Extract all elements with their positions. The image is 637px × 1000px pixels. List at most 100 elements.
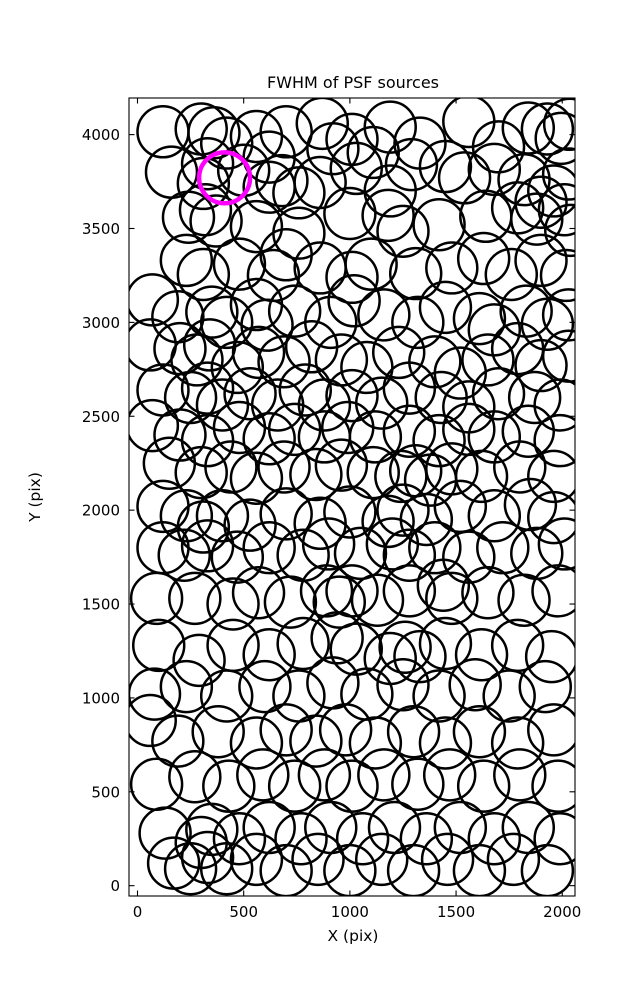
psf-source-circle	[129, 571, 184, 626]
psf-source-circle	[354, 376, 409, 430]
psf-source-circle	[510, 192, 564, 246]
psf-source-circle	[299, 564, 354, 618]
psf-source-circle	[206, 577, 260, 631]
psf-source-circle	[416, 558, 471, 612]
psf-source-circle	[422, 748, 477, 802]
psf-source-circle	[520, 843, 575, 896]
psf-source-circle	[382, 528, 437, 582]
psf-source-circle	[541, 147, 575, 201]
psf-source-circle	[471, 366, 526, 421]
psf-source-circle	[242, 520, 296, 575]
psf-source-circle	[229, 109, 284, 164]
psf-source-circle	[174, 445, 228, 500]
psf-source-circle	[539, 248, 575, 303]
psf-source-circle	[391, 757, 445, 812]
psf-source-circle	[461, 333, 515, 387]
psf-source-circle	[527, 449, 575, 504]
psf-source-circle	[420, 832, 475, 887]
psf-source-circle	[168, 571, 222, 626]
highlighted-psf-circle	[196, 150, 253, 206]
x-tick-label: 1500	[437, 903, 475, 921]
psf-source-circle	[231, 325, 286, 380]
psf-source-circle	[531, 564, 575, 618]
psf-source-circle	[452, 291, 507, 346]
psf-source-circle	[170, 333, 224, 387]
psf-source-circle	[289, 447, 343, 502]
y-tick-label: 4000	[82, 126, 120, 144]
psf-source-circle	[533, 812, 575, 866]
psf-source-circle	[229, 716, 284, 770]
psf-source-circle	[267, 759, 322, 813]
psf-source-circle	[363, 631, 417, 686]
psf-source-circle	[210, 530, 265, 584]
psf-source-circle	[357, 748, 411, 802]
psf-source-circle	[136, 363, 190, 417]
psf-source-circle	[276, 616, 330, 671]
psf-source-circle	[314, 438, 369, 492]
psf-source-circle	[391, 295, 445, 350]
psf-source-circle	[534, 111, 575, 166]
y-tick-label: 3000	[82, 314, 120, 332]
psf-source-circle	[524, 629, 575, 684]
psf-source-circle	[185, 285, 239, 339]
psf-source-circle	[456, 231, 511, 286]
psf-source-circle	[514, 175, 568, 229]
psf-source-circle	[295, 98, 349, 151]
tick-labels-group: 0 500 1000 1500 2000 0 500 1000 1500 2000 2500 3000…	[82, 126, 582, 921]
psf-source-circle	[346, 445, 400, 500]
psf-source-circle	[312, 575, 366, 629]
psf-source-circle	[259, 703, 313, 757]
psf-source-circle	[301, 517, 356, 571]
psf-source-circle	[448, 658, 502, 712]
psf-source-circle	[257, 335, 311, 389]
psf-source-circle	[442, 380, 496, 434]
psf-source-circle	[361, 494, 415, 549]
psf-source-circle	[399, 811, 454, 866]
psf-source-circle	[180, 519, 235, 573]
psf-source-circle	[452, 704, 507, 759]
psf-source-circle	[259, 843, 313, 896]
psf-source-circle	[242, 627, 296, 682]
psf-source-circle	[146, 836, 201, 890]
psf-source-circle	[240, 298, 294, 352]
psf-source-circle	[267, 284, 322, 338]
psf-source-circle	[229, 832, 284, 887]
y-tick-label: 1000	[82, 689, 120, 707]
psf-source-circle	[340, 340, 394, 395]
psf-source-circle	[507, 370, 562, 425]
psf-source-circle	[329, 141, 383, 196]
psf-source-circle	[129, 693, 177, 748]
psf-source-circle	[210, 340, 265, 395]
y-tick-label: 0	[110, 877, 120, 895]
psf-source-circle	[425, 241, 479, 295]
psf-source-circle	[163, 842, 218, 896]
psf-source-circle	[187, 106, 241, 160]
psf-source-circle	[189, 194, 243, 248]
psf-source-circle	[418, 280, 473, 335]
psf-source-circle	[361, 188, 415, 243]
psf-source-circle	[527, 490, 575, 545]
psf-source-circle	[541, 288, 575, 342]
psf-source-circle	[176, 247, 231, 302]
psf-source-circle	[321, 400, 375, 455]
psf-source-circle	[223, 498, 277, 552]
psf-source-circle	[490, 321, 545, 376]
y-tick-label: 1500	[82, 596, 120, 614]
psf-source-circle	[229, 277, 284, 332]
psf-source-circle	[348, 716, 403, 770]
psf-source-circle	[418, 139, 473, 194]
x-axis-label: X (pix)	[328, 927, 379, 945]
psf-source-circle	[493, 440, 547, 494]
psf-source-circle	[318, 703, 373, 757]
psf-source-circle	[333, 526, 388, 581]
x-tick-label: 500	[229, 903, 258, 921]
psf-source-circle	[386, 704, 441, 759]
psf-source-circle	[223, 366, 277, 421]
psf-source-circle	[255, 153, 309, 208]
psf-source-circle	[544, 203, 575, 258]
psf-source-circle	[131, 618, 186, 673]
psf-source-circle	[376, 658, 430, 712]
psf-source-circle	[412, 198, 466, 252]
psf-source-circle	[323, 485, 377, 539]
